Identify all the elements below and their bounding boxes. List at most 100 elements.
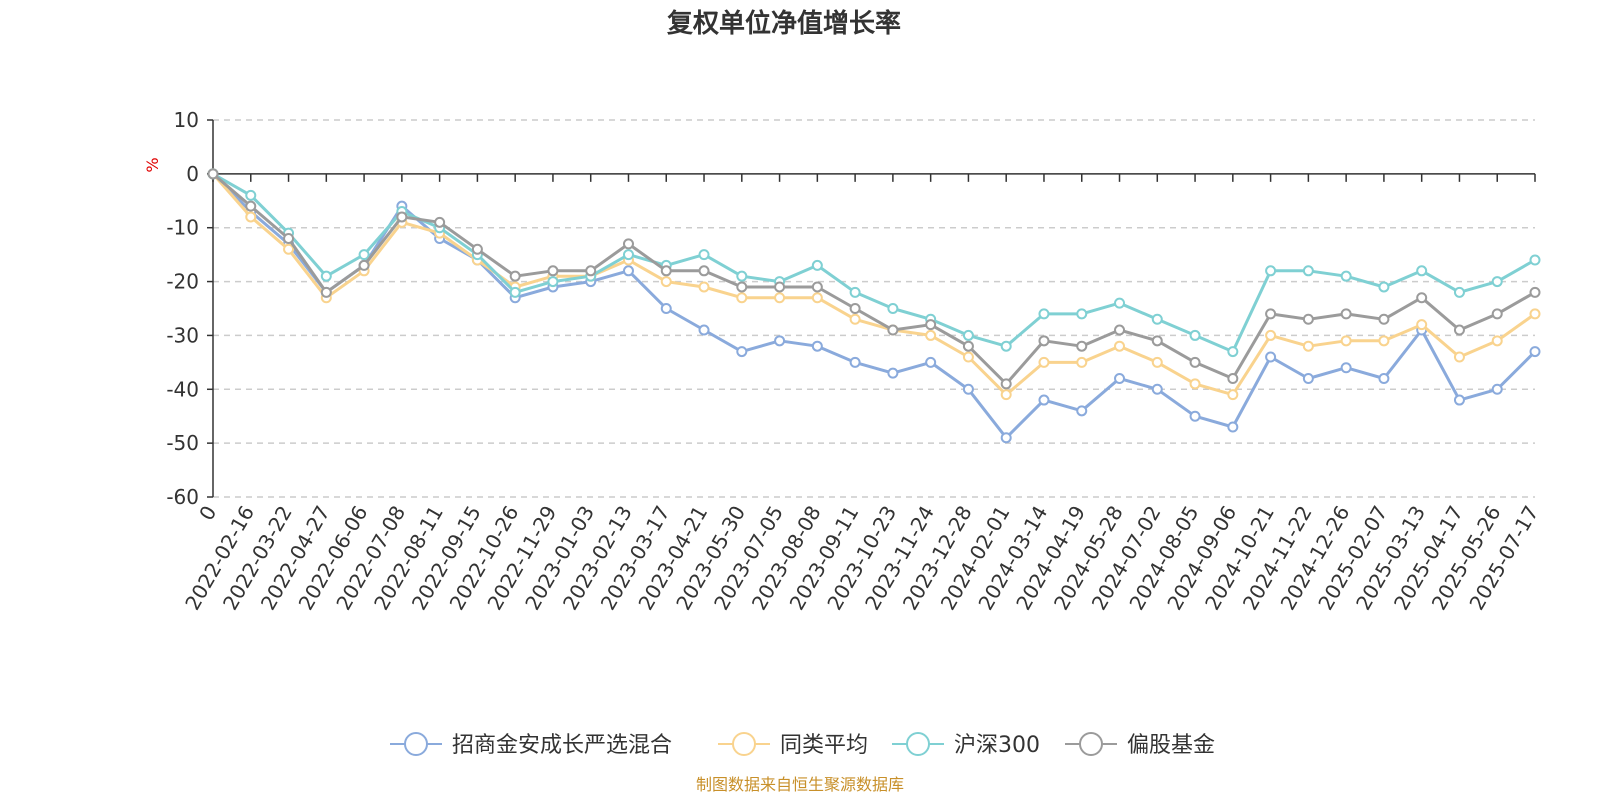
data-point [1378,335,1390,347]
data-point [1076,308,1088,320]
series-lines [207,168,1541,444]
data-point [736,281,748,293]
legend-item[interactable]: 偏股基金 [1065,732,1215,758]
data-point [283,243,295,255]
data-point [1529,286,1541,298]
data-point [1340,335,1352,347]
data-point [1378,373,1390,385]
legend-item[interactable]: 同类平均 [718,732,868,758]
legend-marker-icon [732,732,756,756]
data-point [1340,362,1352,374]
y-tick-label: -20 [166,270,199,294]
legend-item[interactable]: 沪深300 [892,732,1040,758]
data-point [1189,410,1201,422]
data-point [396,211,408,223]
data-point [1491,383,1503,395]
data-point [1227,421,1239,433]
legend-item[interactable]: 招商金安成长严选混合 [390,732,672,758]
data-point [660,303,672,314]
data-point [1265,351,1277,363]
legend-marker-icon [906,732,930,756]
data-point [887,367,899,379]
series-line [211,172,1536,397]
data-point [1076,356,1088,368]
data-point [585,265,597,277]
data-point [1453,286,1465,298]
data-point [1453,324,1465,336]
data-point [547,276,559,288]
data-point [811,259,823,271]
data-point [1416,265,1428,277]
data-point [1453,394,1465,406]
data-point [1076,340,1088,352]
data-point [925,329,937,341]
y-tick-label: -60 [166,485,199,509]
legend-label: 同类平均 [780,733,868,758]
y-tick-label: -40 [166,377,199,401]
data-point [471,243,483,255]
y-tick-label: 0 [186,162,199,186]
data-point [736,270,748,282]
data-point [1302,373,1314,385]
legend[interactable]: 招商金安成长严选混合 同类平均 沪深300 偏股基金 [390,732,1215,758]
data-point [1529,346,1541,358]
data-point [1000,340,1012,352]
data-point [1114,340,1126,352]
data-point [1151,335,1163,347]
data-point [1038,308,1050,320]
data-point [1491,335,1503,347]
data-point [849,313,861,325]
data-point [1151,383,1163,395]
data-point [1038,356,1050,368]
data-point [1114,324,1126,336]
data-point [698,281,710,293]
data-point [774,281,786,293]
data-point [1189,378,1201,390]
data-point [1340,308,1352,320]
data-point [320,286,332,298]
data-point [1265,265,1277,277]
data-point [849,303,861,314]
y-tick-label: 10 [174,108,199,132]
data-point [1227,389,1239,401]
grid-lines [213,119,1535,498]
data-point [1000,389,1012,401]
data-point [358,249,370,261]
data-point [1529,254,1541,266]
data-point [698,324,710,336]
data-point [811,292,823,304]
data-point [774,335,786,347]
data-point [1265,308,1277,320]
data-point [1302,313,1314,325]
chart-title: 复权单位净值增长率 [667,8,901,39]
y-tick-label: -30 [166,323,199,347]
data-point [1151,313,1163,325]
data-point [660,276,672,288]
data-point [1189,356,1201,368]
axes [207,119,1536,498]
data-point [320,270,332,282]
data-point [434,216,446,228]
data-point [1340,270,1352,282]
data-point [509,270,521,282]
data-point [1114,297,1126,309]
data-point [622,249,634,261]
data-point [1000,378,1012,390]
data-point [1378,281,1390,293]
data-point [1416,292,1428,304]
legend-label: 偏股基金 [1127,733,1215,758]
y-tick-label: -10 [166,216,199,240]
data-point [774,292,786,304]
legend-label: 沪深300 [954,733,1040,758]
data-point [1151,356,1163,368]
data-point [736,346,748,358]
data-point [698,265,710,277]
data-point [1114,373,1126,385]
data-point [622,238,634,250]
data-point [811,281,823,293]
data-point [925,319,937,331]
data-point [962,329,974,341]
y-tick-labels: 10 0 -10 -20 -30 -40 -50 -60 [166,108,199,509]
data-point [811,340,823,352]
